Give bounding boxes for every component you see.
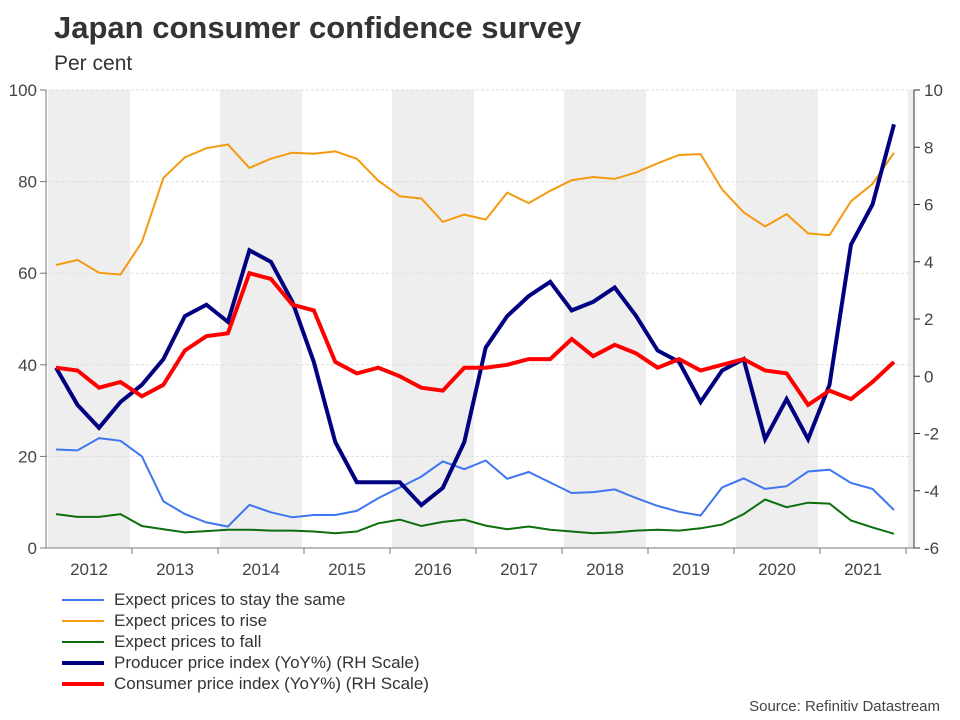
left-axis-label: 0 (28, 539, 37, 558)
x-axis-label-2021: 2021 (844, 560, 882, 579)
x-axis-label-2013: 2013 (156, 560, 194, 579)
x-axis-label-2012: 2012 (70, 560, 108, 579)
legend-item-stay-same: Expect prices to stay the same (62, 589, 429, 610)
left-axis-label: 40 (18, 356, 37, 375)
x-axis-label-2020: 2020 (758, 560, 796, 579)
legend-swatch (62, 640, 104, 643)
shade-band-2018 (564, 90, 646, 548)
legend-label: Expect prices to stay the same (114, 589, 346, 609)
left-axis-label: 60 (18, 264, 37, 283)
x-axis-label-2019: 2019 (672, 560, 710, 579)
legend-swatch (62, 681, 104, 686)
series-lines (54, 123, 896, 535)
legend: Expect prices to stay the same Expect pr… (62, 589, 429, 694)
x-axis-label-2017: 2017 (500, 560, 538, 579)
right-axis-label: 8 (924, 138, 933, 157)
legend-item-rise: Expect prices to rise (62, 610, 429, 631)
right-axis-label: -2 (924, 425, 939, 444)
legend-label: Consumer price index (YoY%) (RH Scale) (114, 673, 429, 693)
right-axis-label: 4 (924, 253, 933, 272)
x-axis-label-2014: 2014 (242, 560, 280, 579)
axes: 0 20 40 60 80 100 -6 -4 -2 0 2 4 6 8 10 2012 2013 2014 201… (9, 81, 943, 579)
series-line-cpi (55, 270, 896, 408)
legend-label: Producer price index (YoY%) (RH Scale) (114, 652, 420, 672)
shade-band-2020 (736, 90, 818, 548)
right-axis-label: 6 (924, 196, 933, 215)
legend-item-ppi: Producer price index (YoY%) (RH Scale) (62, 652, 429, 673)
right-axis-label: -4 (924, 482, 939, 501)
x-axis-label-2018: 2018 (586, 560, 624, 579)
series-line-fall (55, 498, 895, 535)
shade-band-next (908, 90, 914, 548)
series-line-rise (55, 143, 895, 276)
legend-label: Expect prices to rise (114, 610, 268, 630)
legend-item-fall: Expect prices to fall (62, 631, 429, 652)
legend-label: Expect prices to fall (114, 631, 262, 651)
legend-swatch (62, 619, 104, 622)
source-note: Source: Refinitiv Datastream (749, 698, 940, 715)
x-axis-label-2015: 2015 (328, 560, 366, 579)
right-axis-label: 0 (924, 367, 933, 386)
right-axis-label: 10 (924, 81, 943, 100)
year-shading-bands (48, 90, 914, 548)
left-axis-label: 20 (18, 447, 37, 466)
legend-swatch (62, 598, 104, 601)
legend-swatch (62, 660, 104, 665)
left-axis-label: 80 (18, 173, 37, 192)
right-axis-label: 2 (924, 310, 933, 329)
chart-title: Japan consumer confidence survey (54, 10, 582, 45)
legend-item-cpi: Consumer price index (YoY%) (RH Scale) (62, 673, 429, 694)
series-line-ppi (54, 123, 896, 508)
shade-band-2012 (48, 90, 130, 548)
series-line-stay-same (55, 437, 895, 528)
chart-subtitle: Per cent (54, 52, 133, 75)
right-axis-label: -6 (924, 539, 939, 558)
shade-band-2016 (392, 90, 474, 548)
left-axis-label: 100 (9, 81, 37, 100)
x-axis-label-2016: 2016 (414, 560, 452, 579)
